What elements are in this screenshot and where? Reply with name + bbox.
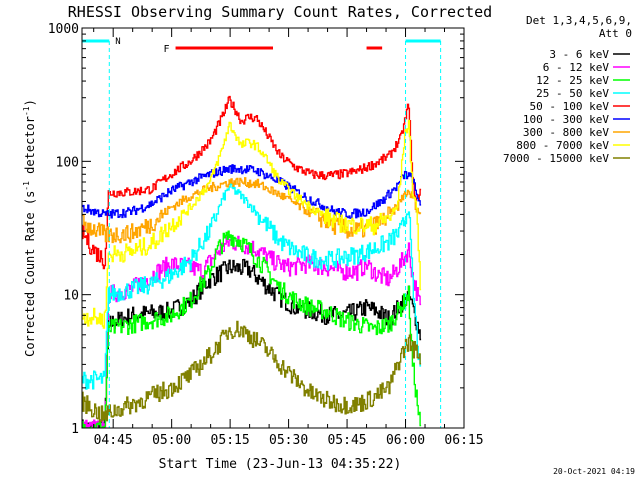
series-line-4 — [82, 95, 422, 270]
series-line-8 — [82, 320, 422, 423]
axes-layer: 1 10 100 1000 04:45 05:00 05:15 05:30 05:45 06:00… — [48, 22, 484, 448]
x-tick-label: 06:00 — [386, 433, 425, 448]
x-tick-label: 05:30 — [269, 433, 308, 448]
night-flag-label: N — [115, 37, 120, 47]
x-tick-label: 05:15 — [211, 433, 250, 448]
legend-header-detectors: Det 1,3,4,5,6,9, — [526, 14, 632, 27]
legend-label-6: 300 - 800 keV — [523, 126, 609, 139]
y-label-end: ) — [23, 99, 37, 106]
chart-title: RHESSI Observing Summary Count Rates, Co… — [68, 3, 492, 21]
y-tick-label: 100 — [56, 155, 79, 170]
y-label-mid: detector — [23, 116, 37, 181]
series-line-5 — [82, 164, 422, 219]
legend-label-1: 6 - 12 keV — [543, 61, 610, 74]
y-label-sup2: -1 — [22, 106, 31, 116]
y-tick-label: 1000 — [48, 22, 79, 37]
y-label-main: Corrected Count Rate (s — [23, 191, 37, 357]
y-label-sup1: -1 — [22, 181, 31, 191]
plot-frame — [81, 27, 465, 429]
flags-layer: NF — [82, 37, 442, 428]
x-tick-label: 06:15 — [444, 433, 483, 448]
x-tick-label: 04:45 — [94, 433, 133, 448]
legend-label-7: 800 - 7000 keV — [516, 139, 609, 152]
legend-label-3: 25 - 50 keV — [536, 87, 609, 100]
series-line-2 — [82, 230, 422, 428]
x-axis-label: Start Time (23-Jun-13 04:35:22) — [159, 457, 402, 472]
y-tick-label: 1 — [71, 422, 79, 437]
legend-label-5: 100 - 300 keV — [523, 113, 609, 126]
legend-label-4: 50 - 100 keV — [530, 100, 610, 113]
y-tick-label: 10 — [63, 289, 79, 304]
series-line-3 — [82, 182, 422, 390]
flare-flag-label: F — [164, 44, 170, 55]
series-layer — [82, 95, 422, 428]
x-tick-label: 05:00 — [152, 433, 191, 448]
legend-header-attenuator: Att 0 — [599, 27, 632, 40]
legend-label-2: 12 - 25 keV — [536, 74, 609, 87]
x-tick-label: 05:45 — [327, 433, 366, 448]
series-line-7 — [82, 119, 422, 329]
legend-label-8: 7000 - 15000 keV — [503, 152, 609, 165]
y-axis-label: Corrected Count Rate (s-1 detector-1) — [22, 99, 37, 357]
footer-timestamp: 20-Oct-2021 04:19 — [553, 467, 635, 476]
legend-label-0: 3 - 6 keV — [549, 48, 609, 61]
